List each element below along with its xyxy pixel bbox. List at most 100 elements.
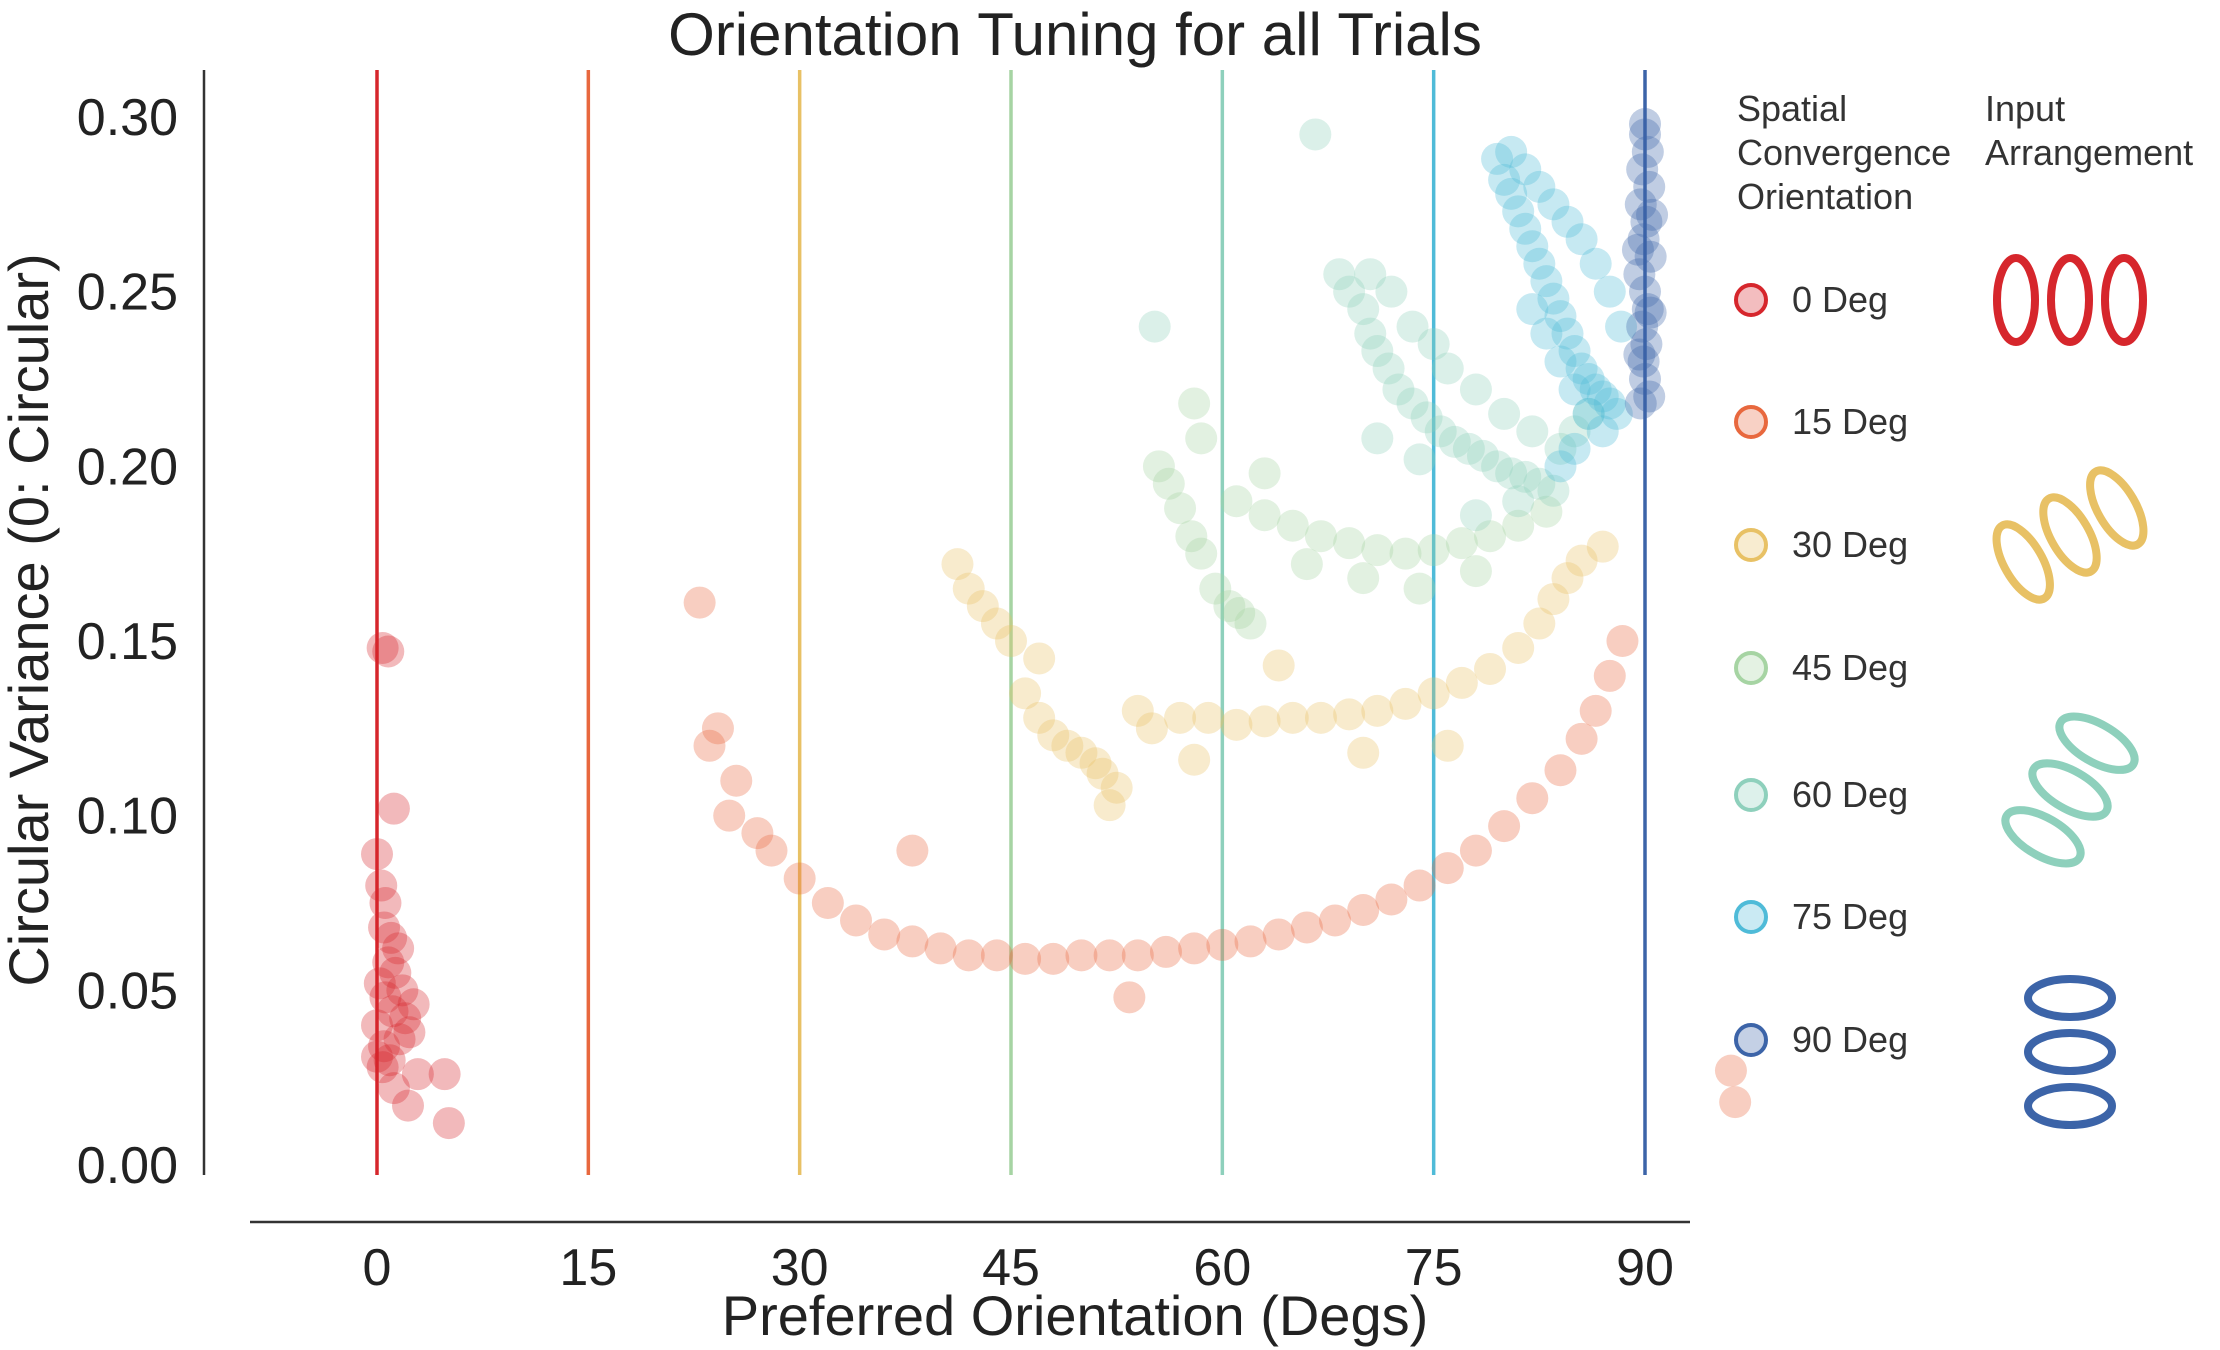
legend-label: 45 Deg <box>1792 647 1908 688</box>
scatter-point <box>1509 460 1542 493</box>
input-ellipse <box>1993 254 2039 346</box>
scatter-point <box>377 1072 410 1105</box>
scatter-point <box>1621 233 1654 266</box>
legend-item-0-deg: 0 Deg <box>1734 279 1888 320</box>
scatter-point <box>1262 649 1295 682</box>
scatter-point <box>1551 317 1584 350</box>
scatter-point <box>1445 527 1478 560</box>
scatter-point <box>1606 625 1639 657</box>
scatter-point <box>1037 719 1070 752</box>
scatter-point <box>1488 163 1521 196</box>
scatter-point <box>1586 530 1619 563</box>
scatter-point <box>783 862 816 895</box>
scatter-point <box>1417 534 1450 567</box>
x-tick-label: 30 <box>771 1239 829 1297</box>
scatter-point <box>1565 722 1598 755</box>
legend-header-convergence: Orientation <box>1737 176 1913 217</box>
scatter-point <box>1586 380 1619 413</box>
scatter-point <box>1178 387 1211 420</box>
scatter-point <box>1544 754 1577 787</box>
scatter-point <box>1079 747 1112 780</box>
scatter-point <box>1354 258 1387 291</box>
input-ellipse <box>1992 520 2054 604</box>
scatter-point <box>1530 495 1563 528</box>
scatter-point <box>1319 904 1352 937</box>
scatter-point <box>720 764 753 797</box>
scatter-point <box>1164 701 1197 734</box>
scatter-point <box>363 967 396 1000</box>
scatter-point <box>1633 170 1666 203</box>
scatter-point <box>1086 757 1119 790</box>
scatter-point <box>1623 258 1656 291</box>
x-tick-label: 0 <box>363 1239 392 1297</box>
scatter-point <box>365 869 398 902</box>
scatter-point <box>432 1107 465 1140</box>
scatter-point <box>1185 422 1218 455</box>
scatter-point <box>377 792 410 825</box>
input-ellipse <box>2039 493 2101 577</box>
scatter-point <box>1417 328 1450 361</box>
scatter-point <box>361 1040 393 1073</box>
scatter-point <box>383 1023 416 1056</box>
chart-title: Orientation Tuning for all Trials <box>668 1 1482 68</box>
scatter-point <box>1572 397 1605 430</box>
scatter-point <box>1558 415 1591 448</box>
scatter-point <box>1138 310 1171 343</box>
scatter-point <box>1248 457 1281 490</box>
scatter-point <box>1502 485 1535 518</box>
scatter-point <box>1523 467 1556 500</box>
scatter-point <box>368 1030 401 1063</box>
scatter-point <box>1389 687 1422 720</box>
scatter-point <box>811 887 844 919</box>
scatter-point <box>1290 911 1323 944</box>
legend-label: 90 Deg <box>1792 1019 1908 1060</box>
scatter-point <box>1586 415 1619 448</box>
scatter-point <box>428 1058 461 1091</box>
scatter-point <box>401 1058 434 1091</box>
scatter-point <box>1431 729 1464 762</box>
scatter-point <box>382 932 415 965</box>
scatter-point <box>375 921 408 954</box>
scatter-point <box>1572 363 1605 395</box>
scatter-point <box>1424 415 1457 448</box>
scatter-point <box>1629 275 1661 308</box>
scatter-point <box>924 932 957 965</box>
scatter-point <box>966 590 999 623</box>
scatter-point <box>1629 363 1661 395</box>
scatter-point <box>896 834 929 867</box>
scatter-point <box>1051 729 1084 762</box>
scatter-point <box>713 799 746 832</box>
scatter-point <box>1149 935 1182 968</box>
scatter-point <box>1530 265 1563 298</box>
scatter-point <box>1403 869 1436 902</box>
x-tick-label: 15 <box>559 1239 617 1297</box>
scatter-point <box>393 1016 426 1049</box>
legend-label: 60 Deg <box>1792 774 1908 815</box>
legend-header-convergence: Spatial <box>1737 88 1847 129</box>
series-30-deg <box>941 530 1619 822</box>
scatter-point <box>1627 345 1660 378</box>
scatter-point <box>1438 425 1471 458</box>
scatter-point <box>1523 607 1556 640</box>
scatter-point <box>1347 736 1380 769</box>
scatter-point <box>1623 338 1656 371</box>
legend-label: 0 Deg <box>1792 279 1888 320</box>
y-tick-label: 0.10 <box>77 788 178 846</box>
input-arrangement-60-deg <box>2001 712 2139 868</box>
scatter-point <box>1593 275 1626 308</box>
scatter-point <box>1523 247 1556 280</box>
x-axis-label: Preferred Orientation (Degs) <box>722 1284 1429 1347</box>
scatter-point <box>1558 373 1591 406</box>
scatter-point <box>896 925 929 958</box>
scatter-point <box>941 548 974 581</box>
scatter-point <box>1431 852 1464 885</box>
scatter-point <box>1459 499 1492 532</box>
scatter-point <box>1299 118 1332 151</box>
scatter-point <box>1065 939 1098 972</box>
scatter-point <box>741 817 774 850</box>
scatter-point <box>1037 942 1070 975</box>
scatter-point <box>1537 282 1570 315</box>
scatter-point <box>1192 701 1225 734</box>
scatter-point <box>980 607 1013 640</box>
